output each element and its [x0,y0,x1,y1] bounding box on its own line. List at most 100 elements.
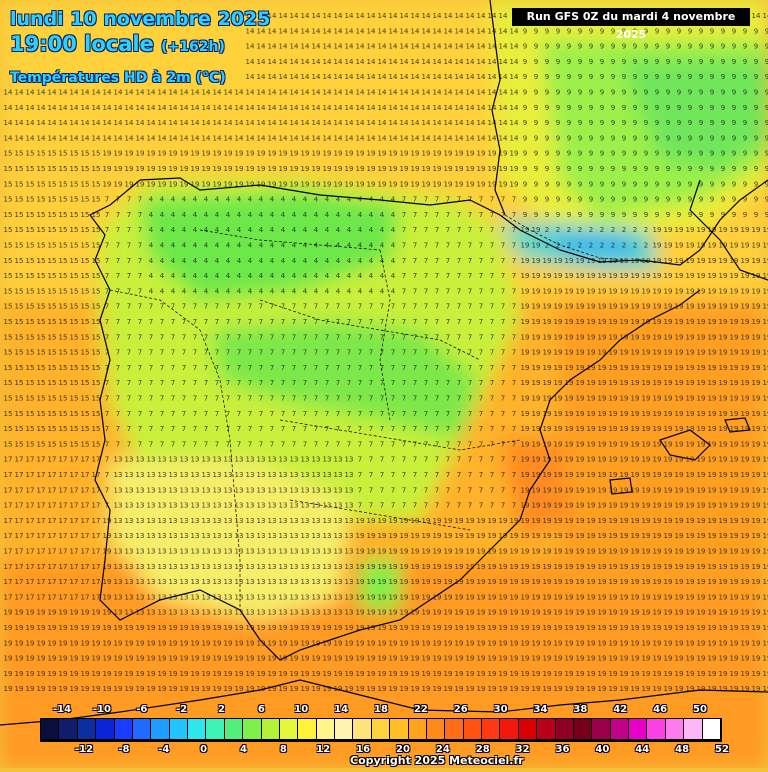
grid-value: 7 [237,318,241,326]
grid-value: 19 [356,593,365,601]
grid-value: 19 [378,563,387,571]
grid-value: 19 [598,456,607,464]
grid-value: 14 [268,89,277,97]
grid-value: 19 [455,593,464,601]
grid-value: 19 [664,333,673,341]
grid-value: 17 [70,563,79,571]
grid-value: 14 [444,12,453,20]
grid-value: 15 [4,333,13,341]
grid-value: 19 [686,395,695,403]
grid-value: 9 [622,134,626,142]
grid-value: 19 [554,517,563,525]
grid-value: 9 [732,27,736,35]
grid-value: 9 [556,43,560,51]
grid-value: 19 [763,410,768,418]
grid-value: 19 [532,670,541,678]
grid-value: 7 [127,318,131,326]
grid-value: 13 [213,548,222,556]
grid-value: 4 [248,272,253,280]
grid-value: 9 [699,165,703,173]
grid-value: 19 [565,303,574,311]
grid-value: 19 [708,593,717,601]
grid-value: 9 [589,180,593,188]
grid-value: 7 [105,471,109,479]
grid-value: 13 [312,471,321,479]
grid-value: 19 [345,624,354,632]
grid-value: 15 [92,165,101,173]
grid-value: 19 [543,395,552,403]
legend-swatch [316,719,335,739]
grid-value: 19 [400,165,409,173]
grid-value: 19 [26,655,35,663]
grid-value: 17 [70,502,79,510]
grid-value: 19 [554,624,563,632]
grid-value: 9 [611,119,615,127]
grid-value: 7 [149,349,153,357]
grid-value: 9 [600,150,604,158]
grid-value: 19 [37,655,46,663]
grid-value: 7 [259,395,263,403]
grid-value: 14 [246,104,255,112]
grid-value: 9 [655,104,659,112]
grid-value: 14 [411,58,420,66]
grid-value: 14 [367,73,376,81]
grid-value: 14 [433,58,442,66]
grid-value: 17 [37,563,46,571]
grid-value: 4 [226,196,231,204]
grid-value: 7 [380,425,384,433]
grid-value: 19 [301,180,310,188]
grid-value: 19 [565,670,574,678]
legend-label-bottom: 4 [240,744,247,755]
grid-value: 19 [301,685,310,693]
grid-value: 14 [268,43,277,51]
grid-value: 19 [400,517,409,525]
grid-value: 19 [598,303,607,311]
grid-value: 15 [15,303,24,311]
grid-value: 7 [490,502,494,510]
grid-value: 17 [37,578,46,586]
legend-label-top: -10 [93,704,111,715]
grid-value: 19 [466,532,475,540]
grid-value: 19 [411,639,420,647]
grid-value: 7 [182,364,186,372]
grid-value: 19 [268,624,277,632]
grid-value: 7 [105,272,109,280]
grid-value: 15 [15,287,24,295]
grid-value: 19 [455,578,464,586]
grid-value: 13 [268,563,277,571]
grid-value: 17 [37,456,46,464]
grid-value: 19 [642,303,651,311]
grid-value: 7 [358,410,362,418]
grid-value: 15 [59,364,68,372]
grid-value: 9 [600,119,604,127]
grid-value: 9 [765,134,768,142]
grid-value: 19 [708,609,717,617]
grid-value: 15 [26,333,35,341]
legend-swatch [500,719,519,739]
grid-value: 19 [763,226,768,234]
grid-value: 19 [598,440,607,448]
grid-value: 19 [631,655,640,663]
grid-value: 7 [116,318,120,326]
grid-value: 19 [169,150,178,158]
grid-value: 7 [402,196,406,204]
grid-value: 15 [48,226,57,234]
grid-value: 7 [105,486,109,494]
grid-value: 13 [224,609,233,617]
grid-value: 7 [292,410,296,418]
grid-value: 19 [587,287,596,295]
grid-value: 19 [521,410,530,418]
grid-value: 7 [358,486,362,494]
grid-value: 7 [424,364,428,372]
grid-value: 7 [182,333,186,341]
grid-value: 15 [4,180,13,188]
grid-value: 14 [48,119,57,127]
grid-value: 19 [554,257,563,265]
grid-value: 19 [675,410,684,418]
grid-value: 19 [202,685,211,693]
grid-value: 19 [576,425,585,433]
grid-value: 19 [675,471,684,479]
grid-value: 19 [521,486,530,494]
grid-value: 9 [754,150,758,158]
grid-value: 19 [26,685,35,693]
